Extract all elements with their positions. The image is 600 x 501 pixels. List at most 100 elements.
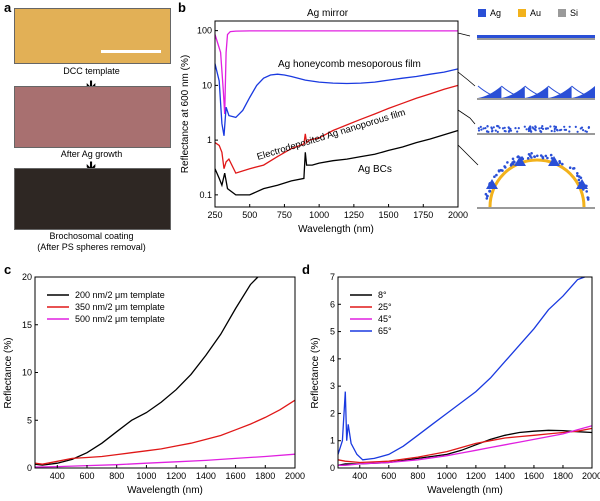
ag-nanoparticle bbox=[490, 127, 494, 130]
ag-particle bbox=[521, 157, 525, 161]
x-tick-label: 250 bbox=[207, 210, 222, 220]
ag-nanoparticle bbox=[484, 127, 487, 130]
connector-line bbox=[457, 109, 476, 125]
scale-bar bbox=[101, 50, 161, 53]
ag-particle bbox=[503, 165, 506, 168]
x-tick-label: 400 bbox=[352, 471, 367, 481]
si-substrate bbox=[477, 133, 595, 135]
ag-nanoparticle bbox=[556, 129, 559, 132]
ag-particle bbox=[485, 197, 489, 200]
ag-particle bbox=[576, 172, 579, 175]
annotation-ag-mirror: Ag mirror bbox=[307, 8, 349, 19]
y-tick-label: 2 bbox=[330, 408, 335, 418]
caption-after-ag-growth: After Ag growth bbox=[60, 149, 123, 159]
honeycomb-cell bbox=[478, 86, 502, 98]
ag-nanoparticle bbox=[546, 127, 550, 130]
x-tick-label: 1000 bbox=[437, 471, 457, 481]
ag-nanoparticle bbox=[525, 128, 528, 131]
chart-c-ylabel: Reflectance (%) bbox=[3, 337, 14, 408]
ag-legend-label: Ag bbox=[490, 8, 501, 18]
caption-ps-removal: (After PS spheres removal) bbox=[37, 242, 146, 252]
ag-particle bbox=[516, 155, 519, 159]
ag-nanoparticle bbox=[563, 128, 566, 131]
ag-nanoparticle bbox=[482, 127, 485, 130]
x-tick-label: 500 bbox=[242, 210, 257, 220]
y-tick-label: 0 bbox=[27, 463, 32, 473]
x-tick-label: 1600 bbox=[524, 471, 544, 481]
x-tick-label: 1250 bbox=[344, 210, 364, 220]
ag-cluster bbox=[486, 179, 498, 189]
series-line-1 bbox=[34, 399, 296, 465]
ag-particle bbox=[568, 166, 572, 169]
ag-particle bbox=[546, 156, 549, 160]
ag-nanoparticle bbox=[486, 125, 489, 128]
ag-nanoparticle bbox=[530, 130, 533, 133]
x-tick-label: 750 bbox=[277, 210, 292, 220]
series-line-2 bbox=[214, 84, 459, 174]
series-line-1 bbox=[214, 63, 459, 136]
ag-nanoparticle bbox=[503, 126, 506, 129]
ag-particle bbox=[536, 154, 539, 158]
ag-mirror-layer bbox=[477, 35, 595, 38]
x-tick-label: 1000 bbox=[136, 471, 156, 481]
y-tick-label: 20 bbox=[22, 272, 32, 282]
dcc-template-photo bbox=[14, 8, 171, 64]
ag-nanoparticle bbox=[498, 126, 501, 129]
ag-nanoparticle bbox=[517, 127, 520, 130]
ag-nanoparticle bbox=[508, 127, 511, 130]
legend-label-1: 350 nm/2 μm template bbox=[75, 302, 165, 312]
panel-label-d: d bbox=[302, 262, 310, 277]
ag-nanoparticle bbox=[545, 127, 548, 130]
ag-nanoparticle bbox=[534, 125, 537, 128]
ag-nanoparticle bbox=[568, 125, 571, 128]
ag-nanoparticle bbox=[477, 127, 480, 130]
annotation-ag-honeycomb: Ag honeycomb mesoporous film bbox=[278, 59, 421, 70]
x-tick-label: 600 bbox=[79, 471, 94, 481]
connector-line bbox=[457, 32, 471, 37]
series-line-3 bbox=[214, 129, 459, 196]
panel-label-c: c bbox=[4, 262, 12, 277]
chart-d: 400 600 800 1000 1200 1400 1600 1800 2000 0 1 2 3 4 5 6… bbox=[310, 272, 600, 496]
ag-particle bbox=[530, 156, 533, 159]
ag-particle bbox=[499, 168, 503, 172]
ag-nanoparticle bbox=[492, 126, 495, 129]
ag-brochosome-particles bbox=[484, 152, 590, 201]
x-tick-label: 800 bbox=[109, 471, 124, 481]
down-arrow-icon: 🡻 bbox=[86, 77, 97, 93]
series-line-2 bbox=[34, 453, 296, 468]
ag-nanoparticle bbox=[494, 129, 497, 132]
legend-label-0: 8° bbox=[378, 290, 387, 300]
y-tick-label: 15 bbox=[22, 320, 32, 330]
x-tick-label: 2000 bbox=[448, 210, 468, 220]
ag-nanoparticle bbox=[485, 130, 489, 133]
series-line-2 bbox=[338, 425, 593, 466]
chart-c-legend: 200 nm/2 μm template 350 nm/2 μm template… bbox=[47, 290, 165, 324]
honeycomb-cell bbox=[501, 86, 525, 98]
ag-legend-swatch bbox=[478, 9, 486, 17]
honeycomb-film-schematic bbox=[477, 85, 596, 99]
ag-cluster bbox=[514, 156, 526, 166]
ag-particle bbox=[486, 194, 489, 198]
x-tick-label: 1800 bbox=[255, 471, 275, 481]
ag-cluster bbox=[576, 179, 588, 189]
ag-nanoparticle bbox=[584, 130, 587, 133]
si-substrate bbox=[477, 38, 595, 40]
y-tick-label: 0 bbox=[330, 463, 335, 473]
honeycomb-edge bbox=[547, 85, 572, 99]
honeycomb-edge bbox=[477, 85, 502, 99]
y-tick-label: 10 bbox=[22, 368, 32, 378]
ag-particle bbox=[493, 175, 496, 178]
ag-nanoparticle bbox=[538, 127, 541, 130]
ag-nanoparticle bbox=[541, 125, 544, 128]
x-tick-label: 1400 bbox=[196, 471, 216, 481]
ag-particle bbox=[511, 157, 515, 161]
y-tick-label: 3 bbox=[330, 381, 335, 391]
honeycomb-cell bbox=[571, 86, 595, 98]
ag-nanoparticle bbox=[540, 126, 543, 130]
au-legend-swatch bbox=[518, 9, 526, 17]
ag-nanoparticle bbox=[480, 128, 483, 131]
ag-nanoparticle bbox=[553, 130, 556, 133]
ag-particle bbox=[544, 154, 548, 158]
ag-nanoparticle bbox=[553, 127, 556, 131]
